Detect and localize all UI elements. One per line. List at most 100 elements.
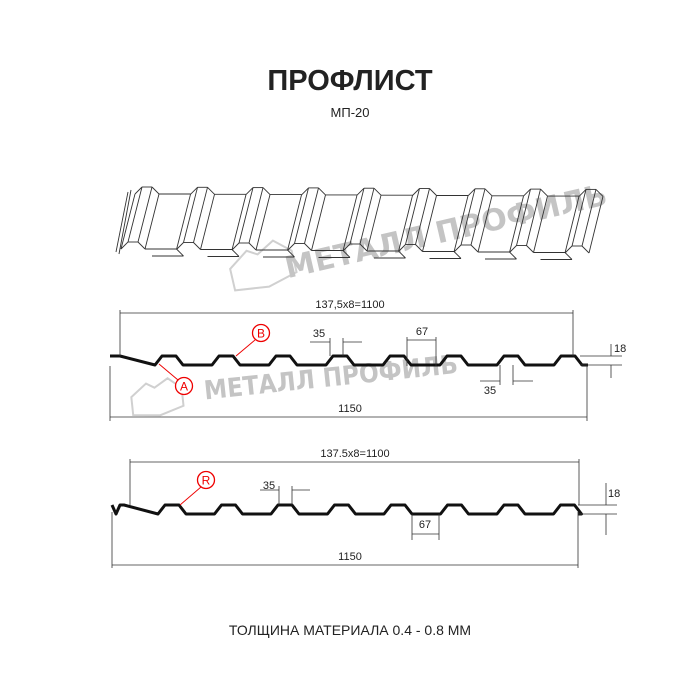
sheet-edge [373, 187, 382, 196]
sheet-edge [311, 194, 326, 251]
svg-text:B: B [257, 327, 265, 341]
top-width-dimension [310, 338, 362, 356]
sheet-edge [366, 195, 382, 252]
sheet-edge [509, 245, 517, 253]
sheet-edge [231, 249, 240, 257]
sheet-edge [294, 187, 309, 244]
sheet-edge [460, 188, 476, 246]
sheet-edge [193, 187, 208, 243]
sheet-edge [120, 193, 136, 250]
sheet-edge [405, 188, 420, 245]
valley-width-dimension [411, 514, 440, 540]
sheet-edge [470, 188, 486, 246]
profile-line [110, 354, 588, 367]
sheet-edge [523, 188, 531, 197]
sheet-edge [564, 245, 573, 254]
valley-width-label: 67 [419, 519, 431, 531]
sheet-edge [398, 244, 406, 252]
sheet-edge [304, 243, 312, 251]
sheet-edge [287, 243, 295, 251]
pitch-dimension [129, 459, 580, 505]
height-label: 18 [608, 488, 620, 500]
material-thickness-note: ТОЛЩИНА МАТЕРИАЛА 0.4 - 0.8 ММ [229, 622, 471, 638]
sheet-edge [304, 187, 319, 244]
sheet-edge [287, 194, 302, 251]
sheet-edge [564, 252, 573, 260]
sheet-edge [262, 187, 271, 195]
sheet-edge [571, 189, 587, 247]
sheet-edge [200, 194, 215, 250]
sheet-3d-view [115, 186, 604, 260]
bottom-width-label: 35 [484, 385, 496, 397]
sheet-edge [183, 187, 198, 243]
sheet-edge [137, 241, 146, 250]
logo-house-icon [130, 377, 185, 417]
width-dimension [109, 366, 588, 421]
sheet-edge [356, 187, 365, 196]
sheet-edge [144, 193, 160, 250]
pitch-label: 137,5x8=1100 [315, 299, 384, 311]
sheet-edge [516, 188, 531, 246]
sheet-edge [318, 187, 326, 196]
sheet-edge [581, 245, 590, 254]
sheet-edge [193, 242, 201, 250]
sheet-edge [248, 187, 264, 244]
sheet-edge [301, 187, 309, 196]
sheet-edge [509, 251, 517, 260]
top-width-label: 35 [313, 328, 325, 340]
sheet-edge [470, 244, 479, 253]
marker-b: B [235, 323, 271, 357]
sheet-edge [564, 196, 580, 254]
sheet-edge [415, 244, 423, 252]
valley-width-label: 67 [416, 326, 428, 338]
sheet-edge [231, 194, 247, 251]
top-width-dimension [260, 486, 310, 505]
sheet-edge [349, 188, 365, 245]
sheet-edge [533, 195, 548, 253]
profile-line [110, 503, 583, 516]
sheet-edge [137, 186, 153, 243]
sheet-edge [115, 191, 129, 253]
svg-text:R: R [202, 474, 211, 488]
sheet-edge [176, 248, 184, 257]
sheet-edge [422, 195, 437, 252]
svg-text:A: A [180, 380, 188, 394]
sheet-edge [467, 188, 476, 197]
pitch-label: 137.5x8=1100 [320, 448, 389, 460]
sheet-edge [540, 188, 548, 197]
sheet-edge [248, 242, 257, 251]
sheet-edge [429, 188, 437, 196]
sheet-edge [287, 249, 295, 258]
logo-house-icon [229, 239, 298, 292]
height-dimension [580, 344, 622, 378]
sheet-edge [453, 195, 469, 253]
pitch-dimension [119, 310, 574, 356]
sheet-edge [120, 241, 129, 250]
marker-a: A [158, 363, 194, 396]
sheet-edge [151, 186, 160, 195]
sheet-edge [118, 189, 132, 255]
sheet-edge [398, 195, 413, 252]
sheet-edge [398, 250, 406, 259]
valley-width-dimension [406, 337, 437, 366]
model-subtitle: МП-20 [331, 105, 370, 120]
sheet-edge [595, 189, 604, 197]
svg-text:МЕТАЛЛ ПРОФИЛЬ: МЕТАЛЛ ПРОФИЛЬ [282, 178, 611, 286]
height-label: 18 [614, 343, 626, 355]
height-dimension [578, 483, 617, 535]
sheet-edge [453, 244, 462, 253]
sheet-edge [359, 188, 375, 245]
sheet-edge [484, 188, 493, 197]
sheet-edge [453, 251, 462, 259]
sheet-edge [176, 194, 191, 250]
sheet-edge [415, 188, 430, 245]
sheet-edge [342, 195, 358, 252]
sheet-edge [127, 186, 143, 243]
sheet-edge [588, 196, 604, 254]
sheet-edge [190, 186, 198, 195]
sheet-edge [231, 242, 240, 251]
sheet-edge [342, 250, 351, 258]
sheet-edge [342, 243, 351, 252]
top-width-label: 35 [263, 480, 275, 492]
